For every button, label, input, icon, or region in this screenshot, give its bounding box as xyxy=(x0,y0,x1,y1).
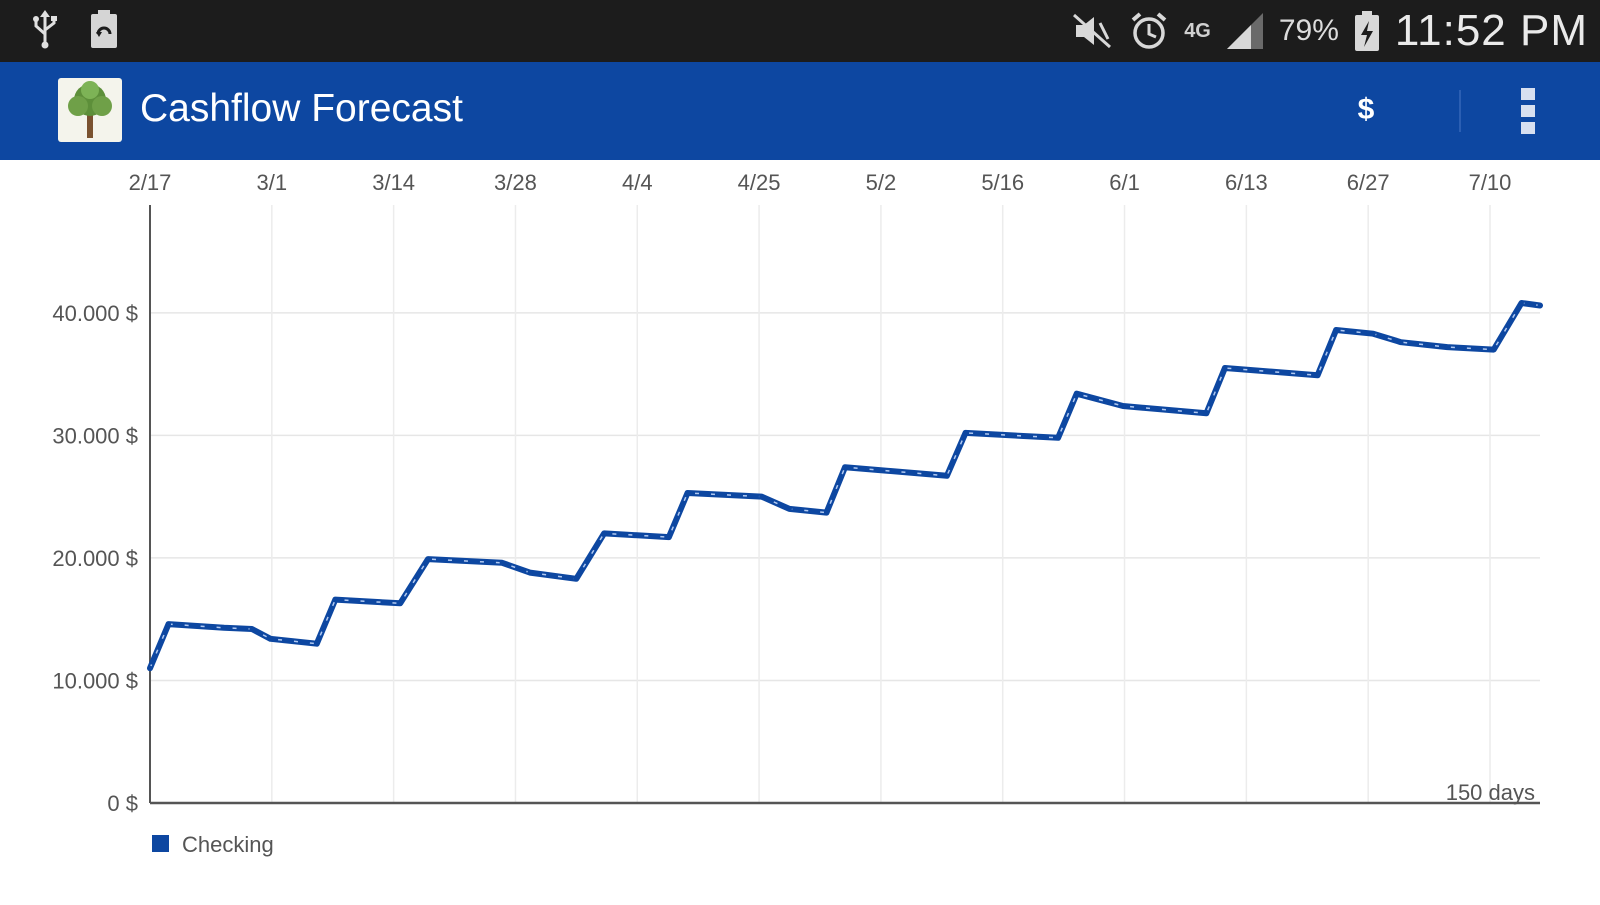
data-point xyxy=(842,464,848,470)
data-point xyxy=(314,641,320,647)
data-point xyxy=(786,506,792,512)
x-tick-label: 5/16 xyxy=(981,170,1024,195)
y-tick-label: 30.000 $ xyxy=(52,423,138,448)
data-point xyxy=(425,556,431,562)
data-point xyxy=(1444,344,1450,350)
overflow-menu-icon[interactable] xyxy=(1512,84,1542,138)
data-point xyxy=(1055,435,1061,441)
action-bar-divider xyxy=(1459,90,1461,132)
data-point xyxy=(267,636,273,642)
status-bar: 4G 79% 11:52 PM xyxy=(0,0,1600,62)
data-point xyxy=(1333,327,1339,333)
data-point xyxy=(962,430,968,436)
cashflow-chart: 2/17 3/1 3/14 3/28 4/4 4/25 5/2 5/16 6/1 6/13 6/27… xyxy=(0,160,1600,900)
app-logo-tree-icon xyxy=(58,78,122,142)
range-label: 150 days xyxy=(1446,780,1535,805)
data-point xyxy=(332,597,338,603)
data-point xyxy=(166,621,172,627)
x-tick-label: 6/27 xyxy=(1347,170,1390,195)
data-point xyxy=(823,510,829,516)
data-point xyxy=(684,490,690,496)
data-point xyxy=(1074,391,1080,397)
data-point xyxy=(666,534,672,540)
series-line-highlight xyxy=(149,302,1541,669)
legend-swatch xyxy=(152,835,169,852)
data-point xyxy=(1491,347,1497,353)
data-point xyxy=(249,626,255,632)
x-tick-label: 4/25 xyxy=(738,170,781,195)
x-tick-label: 4/4 xyxy=(622,170,653,195)
data-point xyxy=(1537,302,1543,308)
data-point xyxy=(1222,365,1228,371)
x-tick-label: 5/2 xyxy=(866,170,897,195)
data-point xyxy=(1120,403,1126,409)
x-tick-label: 3/14 xyxy=(372,170,415,195)
data-point xyxy=(499,560,505,566)
mute-icon xyxy=(1070,11,1114,51)
data-point xyxy=(1370,331,1376,337)
y-tick-label: 10.000 $ xyxy=(52,668,138,693)
signal-icon xyxy=(1225,11,1265,51)
x-tick-label: 3/28 xyxy=(494,170,537,195)
data-point xyxy=(221,625,227,631)
app-title: Cashflow Forecast xyxy=(140,87,463,130)
data-point xyxy=(944,473,950,479)
x-tick-label: 6/1 xyxy=(1109,170,1140,195)
x-tick-label: 6/13 xyxy=(1225,170,1268,195)
usb-icon xyxy=(30,8,60,50)
data-point xyxy=(759,494,765,500)
network-4g-icon: 4G xyxy=(1184,20,1211,42)
data-point xyxy=(527,570,533,576)
clock: 11:52 PM xyxy=(1394,6,1588,55)
data-point xyxy=(397,600,403,606)
app-bar: Cashflow Forecast $ xyxy=(0,62,1600,160)
chart-svg: 2/17 3/1 3/14 3/28 4/4 4/25 5/2 5/16 6/1 6/13 6/27… xyxy=(52,170,1543,857)
series-line-checking xyxy=(147,300,1543,672)
data-point xyxy=(1315,372,1321,378)
alarm-icon xyxy=(1128,10,1170,52)
y-tick-label: 0 $ xyxy=(107,791,138,816)
legend-label: Checking xyxy=(182,832,274,857)
x-tick-label: 3/1 xyxy=(257,170,288,195)
recycle-battery-icon xyxy=(88,8,120,50)
y-tick-label: 40.000 $ xyxy=(52,301,138,326)
data-point xyxy=(601,530,607,536)
data-point xyxy=(1398,339,1404,345)
battery-charging-icon xyxy=(1353,9,1381,53)
data-point xyxy=(1518,300,1524,306)
battery-percent: 79% xyxy=(1278,14,1339,47)
currency-button[interactable]: $ xyxy=(1357,93,1375,126)
x-tick-label: 2/17 xyxy=(129,170,172,195)
data-point xyxy=(573,576,579,582)
data-point xyxy=(1203,410,1209,416)
y-tick-label: 20.000 $ xyxy=(52,546,138,571)
data-point xyxy=(147,665,153,671)
x-tick-label: 7/10 xyxy=(1469,170,1512,195)
